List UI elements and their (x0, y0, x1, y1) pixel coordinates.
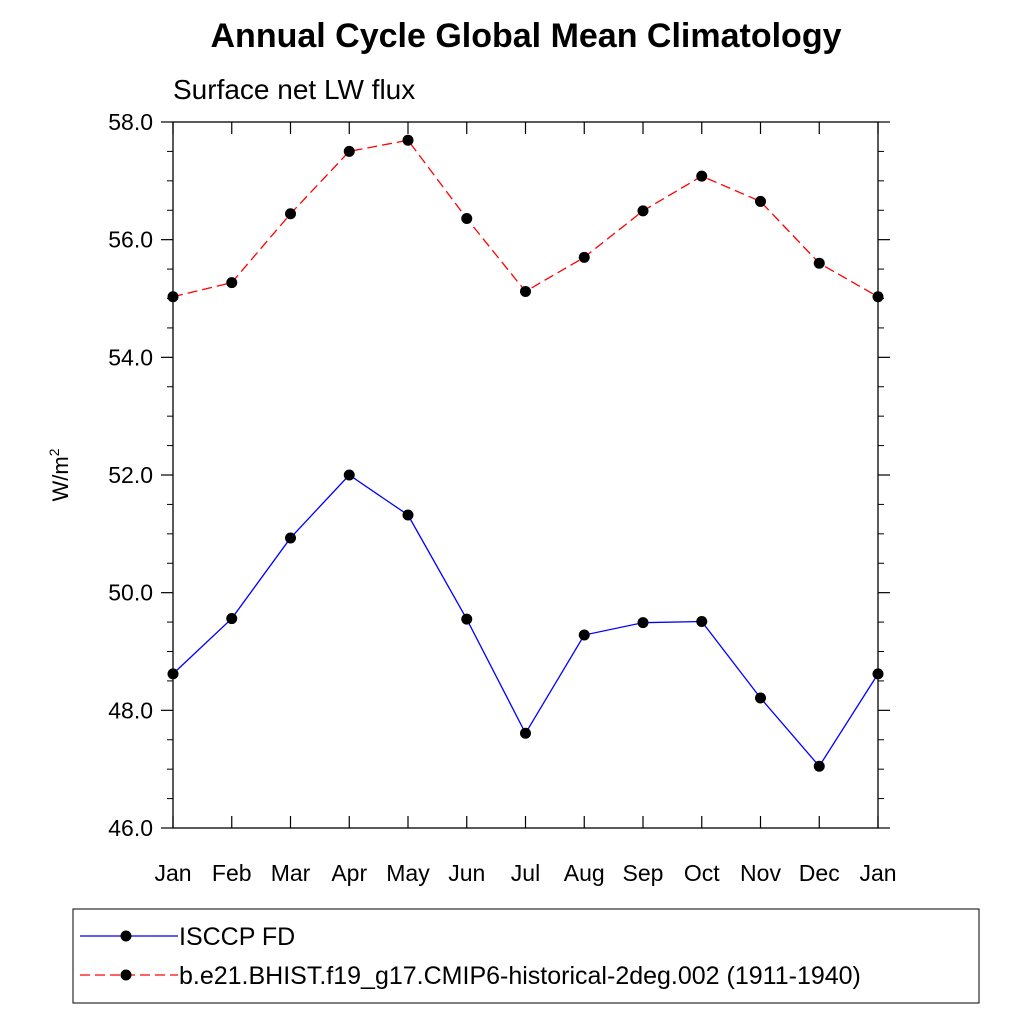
series-line-1 (172, 139, 879, 298)
legend-marker (120, 930, 132, 942)
data-point (637, 617, 649, 629)
data-point (226, 613, 238, 625)
y-tick-label: 54.0 (108, 344, 153, 370)
legend-marker (120, 969, 132, 981)
y-axis-label-sup: 2 (46, 448, 62, 456)
y-tick-label: 52.0 (108, 462, 153, 488)
x-tick-label: Nov (740, 860, 781, 886)
data-point (520, 727, 531, 739)
x-tick-label: Oct (684, 860, 720, 886)
plot-frame (172, 121, 879, 829)
legend: ISCCP FD b.e21.BHIST.f19_g17.CMIP6-histor… (80, 923, 861, 990)
x-tick-label: Aug (564, 860, 605, 886)
data-point (285, 208, 296, 220)
series-line-0 (172, 474, 879, 768)
series-layer (167, 134, 884, 772)
legend-box (72, 908, 980, 1004)
y-tick-label: 58.0 (108, 109, 153, 135)
y-axis-label: W/m2 (46, 448, 73, 501)
data-point (461, 212, 473, 224)
data-point (696, 615, 708, 627)
data-point (872, 668, 884, 680)
data-point (226, 277, 238, 289)
x-tick-label: Jun (448, 860, 485, 886)
data-point (813, 760, 825, 772)
data-point (167, 668, 179, 680)
data-point (696, 170, 708, 182)
data-point (285, 532, 296, 544)
data-point (461, 613, 473, 625)
data-point (402, 134, 414, 146)
x-tick-label: Mar (271, 860, 311, 886)
y-tick-label: 46.0 (108, 815, 153, 841)
data-point (755, 692, 766, 704)
y-tick-label: 56.0 (108, 227, 153, 253)
data-point (637, 205, 649, 217)
x-tick-label: Feb (212, 860, 252, 886)
chart-title: Annual Cycle Global Mean Climatology (211, 17, 842, 55)
x-tick-label: Jan (859, 860, 896, 886)
data-point (755, 195, 766, 207)
axis-tick-labels: Jan Feb Mar Apr May Jun Jul Aug Sep Oct Nov Dec Jan4… (108, 109, 896, 886)
axis-ticks (161, 121, 890, 829)
data-point (343, 145, 355, 157)
data-point (343, 469, 355, 481)
data-point (872, 291, 884, 303)
chart-subtitle: Surface net LW flux (173, 74, 415, 105)
y-tick-label: 48.0 (108, 697, 153, 723)
legend-label: b.e21.BHIST.f19_g17.CMIP6-historical-2de… (179, 962, 861, 990)
data-point (578, 629, 590, 641)
data-point (167, 291, 179, 303)
x-tick-label: May (386, 860, 430, 886)
legend-label: ISCCP FD (179, 923, 295, 951)
data-point (578, 251, 590, 263)
x-tick-label: Sep (623, 860, 664, 886)
y-axis-label-text: W/m (48, 456, 73, 501)
x-tick-label: Dec (799, 860, 840, 886)
data-point (402, 509, 414, 521)
x-tick-label: Jan (154, 860, 191, 886)
data-point (813, 257, 825, 269)
data-point (520, 285, 531, 297)
x-tick-label: Apr (331, 860, 367, 886)
x-tick-label: Jul (511, 860, 540, 886)
y-tick-label: 50.0 (108, 580, 153, 606)
